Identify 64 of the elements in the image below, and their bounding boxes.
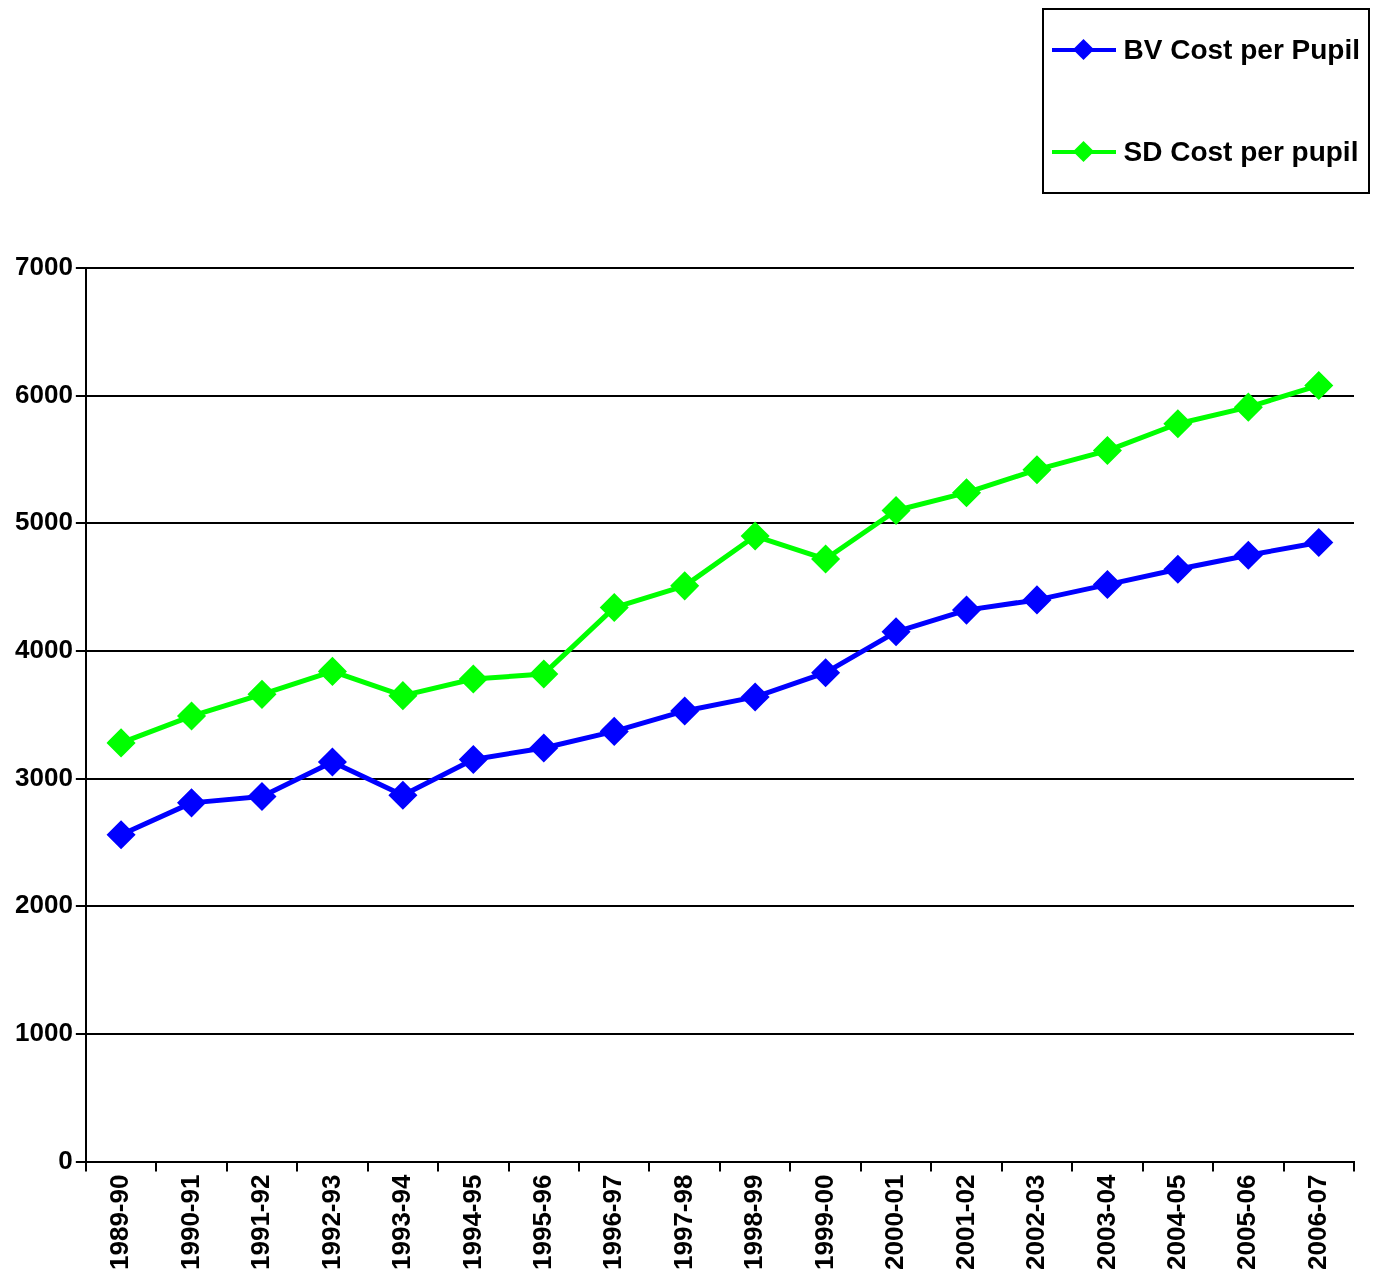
x-tick-label: 1991-92 [245, 1174, 276, 1270]
x-tick-label: 1993-94 [386, 1174, 417, 1270]
legend-label: BV Cost per Pupil [1123, 34, 1360, 66]
x-tick-label: 2001-02 [949, 1174, 980, 1270]
point [812, 659, 840, 687]
x-tick-label: 1992-93 [315, 1174, 346, 1270]
x-tick-label: 2005-06 [1231, 1174, 1262, 1270]
y-tick-label: 2000 [15, 889, 73, 920]
y-tick-label: 3000 [15, 761, 73, 792]
point [107, 729, 135, 757]
point [1234, 541, 1262, 569]
point [953, 479, 981, 507]
point [1023, 456, 1051, 484]
x-tick-label: 1989-90 [104, 1174, 135, 1270]
point [1305, 528, 1333, 556]
x-tick-label: 2004-05 [1161, 1174, 1192, 1270]
y-tick-label: 4000 [15, 634, 73, 665]
point [812, 545, 840, 573]
x-tick-label: 1994-95 [456, 1174, 487, 1270]
point [248, 782, 276, 810]
point [1093, 571, 1121, 599]
point [671, 697, 699, 725]
point [1305, 371, 1333, 399]
y-tick-label: 0 [58, 1144, 73, 1175]
x-tick-label: 2003-04 [1090, 1174, 1121, 1270]
x-tick-label: 1999-00 [808, 1174, 839, 1270]
point [741, 522, 769, 550]
y-tick-label: 5000 [15, 506, 73, 537]
x-tick-label: 2006-07 [1301, 1174, 1332, 1270]
point [530, 660, 558, 688]
x-tick-label: 2000-01 [879, 1174, 910, 1270]
point [1093, 437, 1121, 465]
x-tick-label: 2002-03 [1020, 1174, 1051, 1270]
point [953, 596, 981, 624]
y-tick-label: 6000 [15, 378, 73, 409]
point [389, 682, 417, 710]
point [600, 594, 628, 622]
point [107, 821, 135, 849]
point [389, 781, 417, 809]
x-tick-label: 1997-98 [667, 1174, 698, 1270]
point [1234, 393, 1262, 421]
point [882, 618, 910, 646]
point [318, 657, 346, 685]
point [1164, 555, 1192, 583]
point [530, 734, 558, 762]
point [1164, 410, 1192, 438]
x-tick-label: 1996-97 [597, 1174, 628, 1270]
point [741, 683, 769, 711]
point [600, 717, 628, 745]
legend-label: SD Cost per pupil [1123, 136, 1359, 168]
point [1023, 586, 1051, 614]
point [459, 665, 487, 693]
point [248, 680, 276, 708]
point [671, 572, 699, 600]
x-tick-label: 1990-91 [174, 1174, 205, 1270]
point [318, 748, 346, 776]
point [178, 789, 206, 817]
x-tick-label: 1998-99 [738, 1174, 769, 1270]
point [178, 702, 206, 730]
point [459, 745, 487, 773]
y-tick-label: 7000 [15, 251, 73, 282]
y-tick-label: 1000 [15, 1017, 73, 1048]
x-tick-label: 1995-96 [526, 1174, 557, 1270]
point [882, 497, 910, 525]
